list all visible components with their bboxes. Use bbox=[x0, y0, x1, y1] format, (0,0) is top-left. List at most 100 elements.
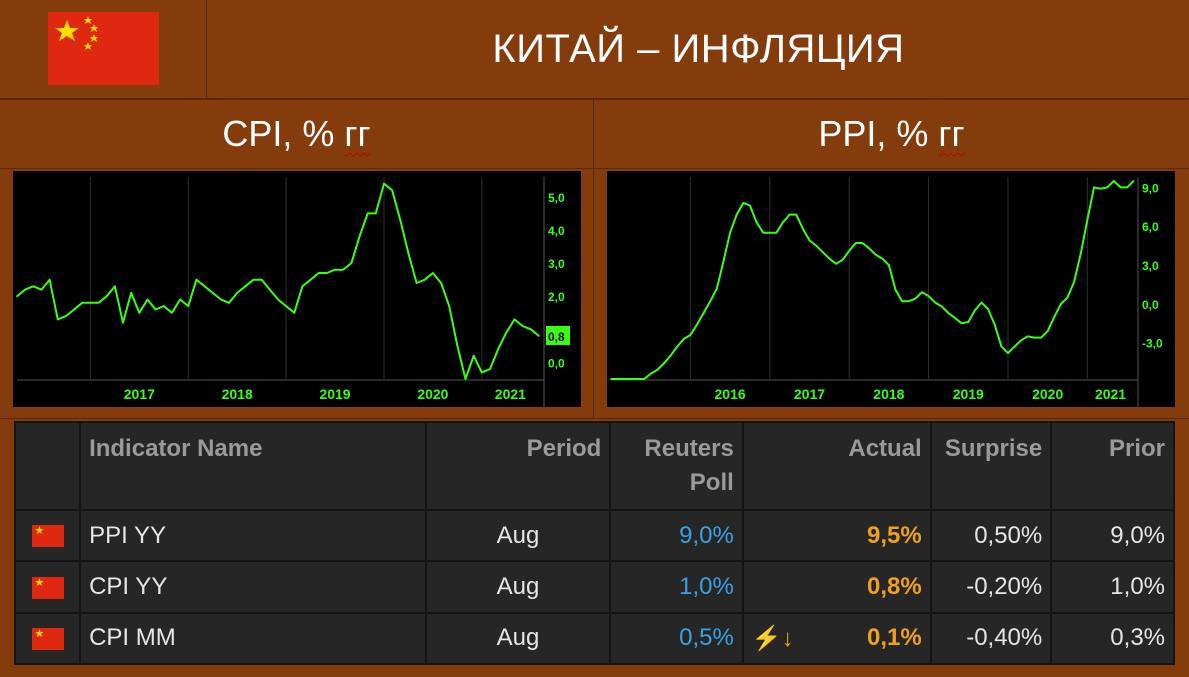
cpi-x-tick-label: 2018 bbox=[222, 386, 253, 402]
cpi-title-main: CPI, % bbox=[222, 113, 335, 154]
ppi-data-point bbox=[941, 305, 943, 308]
cpi-data-point bbox=[48, 278, 51, 281]
header-surprise: Surprise bbox=[931, 423, 1051, 510]
ppi-data-point bbox=[722, 260, 725, 262]
cpi-data-point bbox=[179, 298, 181, 301]
ppi-series-line bbox=[611, 179, 1135, 380]
ppi-data-point bbox=[881, 257, 884, 260]
indicator-table: Indicator Name Period Reuters Poll Actua… bbox=[14, 421, 1175, 665]
cpi-data-point bbox=[89, 302, 92, 304]
ppi-data-point bbox=[861, 242, 864, 244]
ppi-data-point bbox=[974, 309, 976, 312]
cpi-data-point bbox=[211, 292, 214, 294]
table-row[interactable]: CPI YY Aug 1,0% 0,8% -0,20% 1,0% bbox=[16, 562, 1173, 612]
cpi-data-point bbox=[472, 355, 475, 357]
cpi-last-value-badge bbox=[546, 325, 570, 345]
ppi-data-point bbox=[907, 300, 910, 303]
cpi-data-point bbox=[538, 335, 540, 337]
ppi-data-point bbox=[987, 308, 989, 310]
cpi-x-tick-label: 2019 bbox=[319, 386, 350, 402]
reuters-poll: 9,0% bbox=[611, 511, 742, 561]
ppi-data-point bbox=[755, 221, 758, 224]
cpi-data-point bbox=[65, 315, 67, 317]
cpi-data-point bbox=[334, 268, 336, 271]
flash-down-icon: ⚡↓ bbox=[751, 624, 794, 652]
cpi-data-point bbox=[105, 295, 108, 297]
ppi-data-point bbox=[643, 378, 645, 380]
header-prior: Prior bbox=[1052, 423, 1173, 510]
ppi-data-point bbox=[696, 323, 698, 326]
header-period: Period bbox=[426, 423, 610, 510]
ppi-data-point bbox=[1066, 296, 1069, 299]
cpi-data-point bbox=[391, 189, 393, 191]
cpi-data-point bbox=[146, 298, 149, 301]
cpi-data-point bbox=[220, 298, 222, 301]
ppi-data-point bbox=[1086, 218, 1089, 221]
cpi-data-point bbox=[97, 302, 100, 304]
cpi-data-point bbox=[326, 272, 328, 274]
header-reuters-poll: Reuters Poll bbox=[611, 423, 742, 510]
ppi-data-point bbox=[1073, 281, 1075, 283]
ppi-data-point bbox=[676, 345, 678, 348]
cpi-data-point bbox=[138, 312, 141, 314]
ppi-y-tick-label: 0,0 bbox=[1142, 298, 1159, 312]
period: Aug bbox=[426, 511, 610, 561]
cpi-y-tick-label: 5,0 bbox=[548, 191, 565, 205]
ppi-data-point bbox=[729, 231, 731, 234]
table-header-row: Indicator Name Period Reuters Poll Actua… bbox=[16, 423, 1173, 510]
cpi-data-point bbox=[456, 345, 459, 347]
cpi-chart-title: CPI, % гг bbox=[0, 100, 593, 168]
cpi-data-point bbox=[285, 305, 287, 307]
cpi-data-point bbox=[195, 278, 198, 281]
ppi-data-point bbox=[1093, 186, 1095, 189]
ppi-x-tick-label: 2021 bbox=[1095, 386, 1126, 402]
table-row[interactable]: PPI YY Aug 9,0% 9,5% 0,50% 9,0% bbox=[16, 511, 1173, 561]
actual-value: 9,5% bbox=[743, 511, 930, 561]
ppi-data-point bbox=[1099, 187, 1102, 190]
cpi-data-point bbox=[277, 298, 279, 301]
china-flag-icon bbox=[31, 524, 64, 548]
reuters-poll: 0,5% bbox=[611, 613, 742, 663]
china-flag-icon bbox=[31, 627, 64, 650]
cpi-data-point bbox=[513, 318, 516, 321]
ppi-data-point bbox=[848, 250, 850, 252]
ppi-data-point bbox=[663, 362, 665, 365]
cpi-data-point bbox=[228, 302, 230, 304]
cpi-data-point bbox=[464, 378, 467, 380]
period: Aug bbox=[426, 613, 610, 663]
cpi-data-point bbox=[358, 235, 361, 238]
surprise-value: -0,40% bbox=[931, 613, 1051, 663]
prior-value: 9,0% bbox=[1052, 511, 1173, 561]
indicator-name: CPI YY bbox=[81, 562, 425, 612]
ppi-data-point bbox=[967, 321, 970, 323]
ppi-data-point bbox=[636, 378, 639, 380]
ppi-data-point bbox=[1053, 316, 1056, 318]
ppi-data-point bbox=[841, 259, 844, 261]
ppi-data-point bbox=[1080, 252, 1082, 255]
china-flag-icon bbox=[31, 576, 64, 599]
cpi-data-point bbox=[407, 252, 410, 254]
ppi-title-unit: гг bbox=[938, 113, 965, 154]
ppi-line-chart: 2016 2017 2018 2019 2020 2021 9,0 6,0 3,0 0,0 -3,0 bbox=[607, 171, 1175, 407]
cpi-data-point bbox=[122, 321, 124, 324]
ppi-data-point bbox=[1013, 345, 1016, 348]
actual-value: 0,8% bbox=[743, 562, 930, 612]
ppi-data-point bbox=[1126, 186, 1128, 189]
ppi-y-tick-label: 6,0 bbox=[1142, 220, 1159, 234]
cpi-data-point bbox=[415, 282, 418, 284]
prior-value: 0,3% bbox=[1052, 613, 1173, 663]
cpi-data-point bbox=[375, 212, 377, 215]
ppi-data-point bbox=[649, 373, 652, 375]
ppi-data-point bbox=[1007, 352, 1009, 354]
ppi-data-point bbox=[716, 287, 718, 290]
table-row[interactable]: CPI MM Aug 0,5% ⚡↓ 0,1% -0,40% 0,3% bbox=[16, 613, 1173, 663]
cpi-x-tick-label: 2021 bbox=[495, 386, 526, 402]
cpi-line-chart: 2017 2018 2019 2020 2021 5,0 4,0 3,0 2,0 0,8 0,0 bbox=[13, 171, 581, 407]
ppi-title-main: PPI, % bbox=[818, 113, 929, 154]
indicator-name: PPI YY bbox=[81, 511, 425, 561]
ppi-data-point bbox=[934, 301, 936, 304]
cpi-data-point bbox=[317, 272, 320, 274]
ppi-chart-title: PPI, % гг bbox=[594, 100, 1189, 168]
ppi-data-point bbox=[894, 288, 897, 291]
ppi-data-point bbox=[669, 354, 672, 357]
